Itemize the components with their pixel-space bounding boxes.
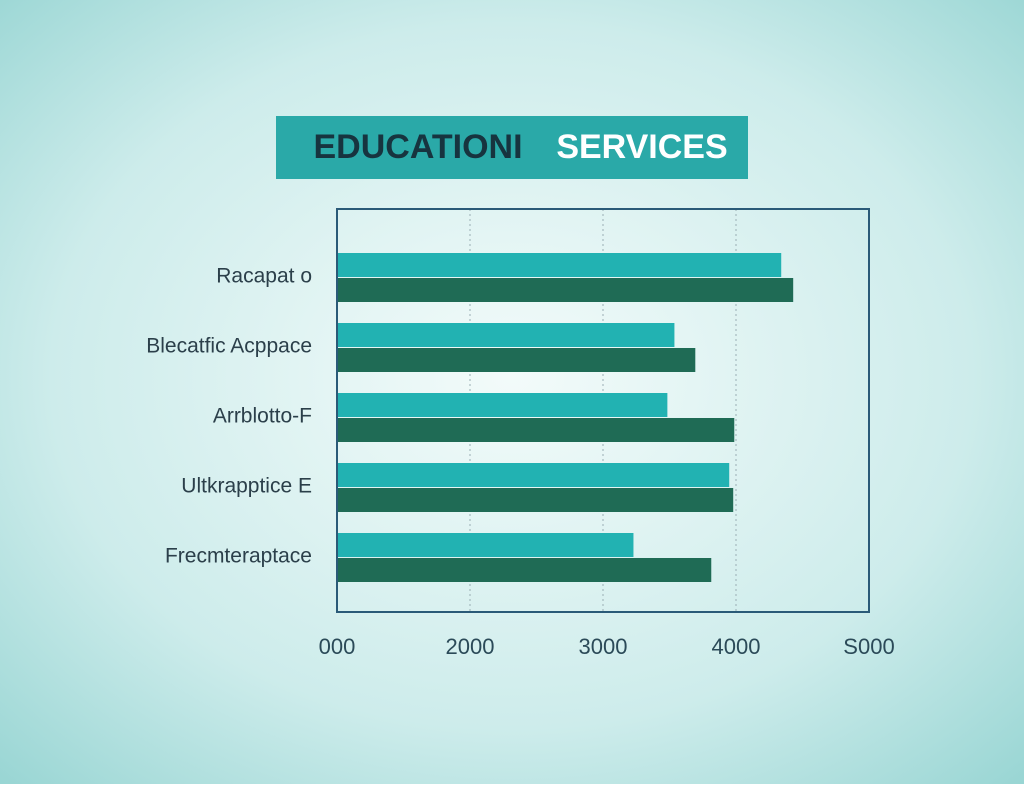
x-tick-label: 2000	[446, 634, 495, 659]
x-tick-label: 4000	[712, 634, 761, 659]
y-tick-label: Racapat o	[216, 265, 312, 288]
chart-title: SERVICES	[556, 128, 727, 166]
x-tick-label: S000	[843, 634, 894, 659]
bar	[337, 558, 712, 582]
y-tick-label: Ultkrapptice E	[181, 475, 312, 498]
bar	[337, 278, 794, 302]
bar	[337, 348, 696, 372]
plot-frame	[336, 208, 870, 613]
bar	[337, 253, 782, 277]
bar	[337, 323, 675, 347]
bar	[337, 533, 634, 557]
x-tick-label: 000	[319, 634, 356, 659]
bar	[337, 488, 734, 512]
bar	[337, 463, 730, 487]
title-box	[276, 116, 748, 179]
y-tick-label: Arrblotto-F	[213, 405, 312, 428]
x-tick-label: 3000	[579, 634, 628, 659]
bar	[337, 393, 668, 417]
chart-title: EDUCATIONI	[313, 128, 522, 166]
y-tick-label: Blecatfic Acppace	[146, 335, 312, 358]
bar	[337, 418, 735, 442]
y-tick-label: Frecmteraptace	[165, 545, 312, 568]
